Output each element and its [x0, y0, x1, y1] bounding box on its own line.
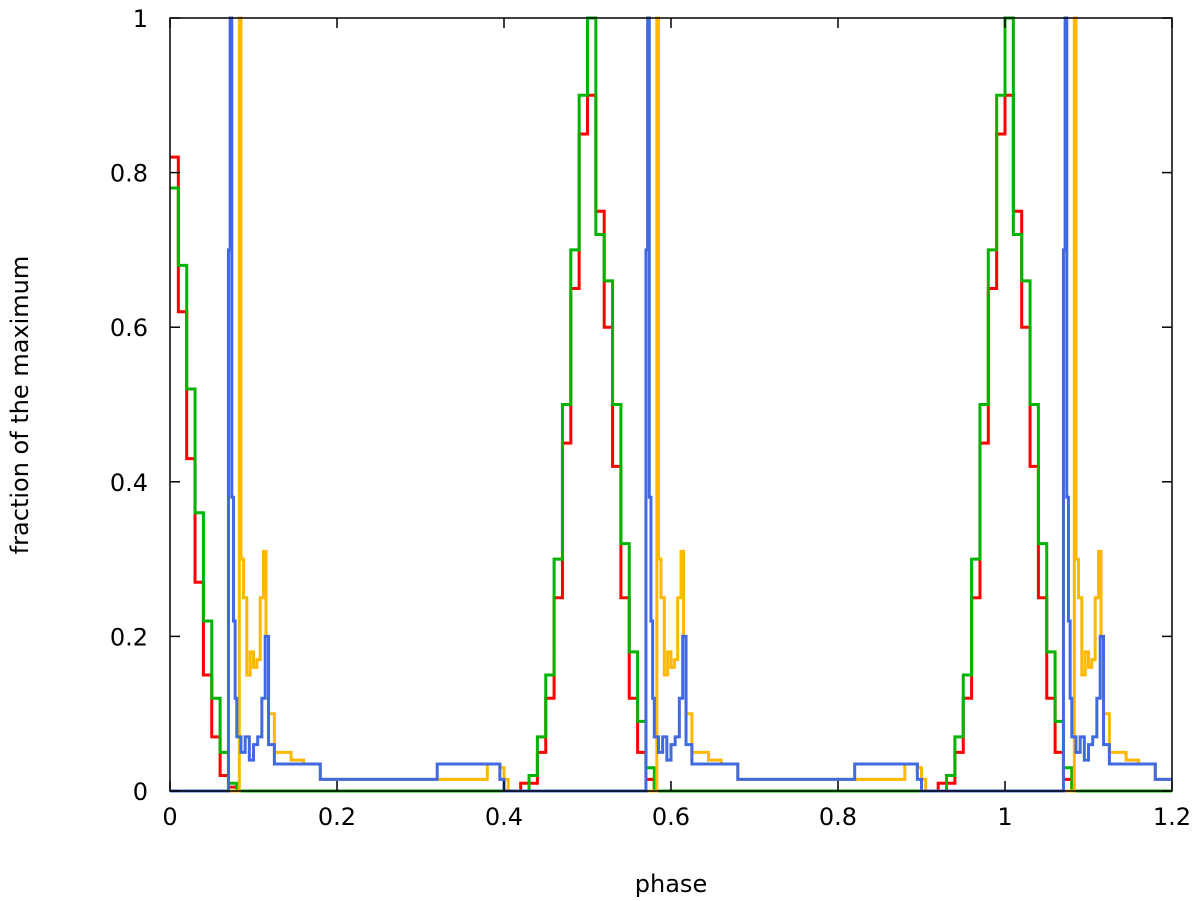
series-line-3: [170, 16, 1172, 793]
x-axis-label: phase: [635, 870, 707, 898]
x-tick-label: 0.6: [652, 803, 690, 831]
y-tick-label: 1: [133, 5, 148, 33]
y-tick-label: 0.8: [110, 160, 148, 188]
x-tick-label: 0.4: [485, 803, 523, 831]
series-line-1: [170, 93, 1172, 793]
series-line-2: [170, 16, 1172, 793]
x-tick-label: 0: [162, 803, 177, 831]
series-line-4: [170, 16, 1172, 793]
y-tick-label: 0.4: [110, 469, 148, 497]
x-tick-label: 1.2: [1153, 803, 1191, 831]
x-tick-label: 1: [997, 803, 1012, 831]
ticks-layer: 0 0.2 0.4 0.6 0.8 1 1.2 0 0.2 0.4 0.6 0.8 1: [110, 5, 1191, 831]
y-tick-label: 0.6: [110, 314, 148, 342]
plot-frame: [169, 17, 1173, 792]
y-axis-label: fraction of the maximum: [6, 256, 34, 555]
y-tick-label: 0: [133, 778, 148, 806]
x-tick-label: 0.2: [318, 803, 356, 831]
x-tick-label: 0.8: [819, 803, 857, 831]
series-layer: [170, 16, 1172, 793]
y-tick-label: 0.2: [110, 623, 148, 651]
